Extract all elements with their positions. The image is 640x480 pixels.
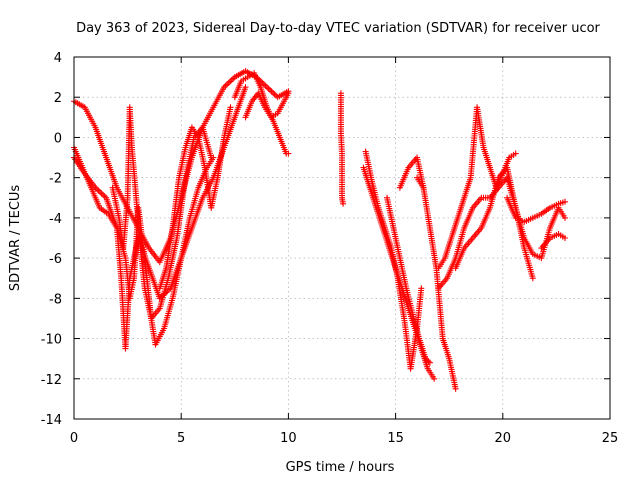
data-point-marker <box>97 189 104 196</box>
series-track-5 <box>156 104 234 292</box>
y-tick-label: -6 <box>49 252 62 267</box>
data-point-marker <box>561 198 568 205</box>
data-point-marker <box>100 191 107 198</box>
data-point-marker <box>225 79 232 86</box>
series-track-14 <box>435 104 519 272</box>
data-point-marker <box>227 104 234 111</box>
data-point-marker <box>267 87 274 94</box>
data-point-marker <box>95 187 102 194</box>
series-track-13 <box>414 174 459 392</box>
data-point-marker <box>452 385 459 392</box>
data-point-marker <box>262 82 269 89</box>
series-track-6 <box>231 70 292 157</box>
data-point-marker <box>265 85 272 92</box>
x-tick-label: 0 <box>70 431 78 446</box>
marks-layer <box>71 68 568 392</box>
series-track-11 <box>384 194 433 366</box>
data-point-marker <box>98 190 105 197</box>
data-point-marker <box>426 359 433 366</box>
data-point-marker <box>268 88 275 95</box>
series-track-18 <box>538 230 568 252</box>
data-point-marker <box>422 355 429 362</box>
y-tick-label: -14 <box>41 413 62 428</box>
data-point-marker <box>285 90 292 97</box>
series-track-16 <box>452 164 568 272</box>
data-point-marker <box>227 78 234 85</box>
data-point-marker <box>242 84 249 91</box>
data-point-marker <box>263 84 270 91</box>
ticks-layer: 0 5 10 15 20 25 -14 -12 -10 -8 -6 -4 -2 0 2 4 <box>41 51 619 446</box>
y-tick-label: -8 <box>49 292 62 307</box>
y-tick-label: -10 <box>41 333 62 348</box>
data-point-marker <box>512 150 519 157</box>
x-tick-label: 15 <box>387 431 404 446</box>
series-track-17 <box>504 194 568 225</box>
data-point-marker <box>424 357 431 364</box>
series-track-4 <box>109 104 215 322</box>
x-tick-label: 5 <box>177 431 185 446</box>
y-tick-label: 4 <box>54 51 62 66</box>
series-track-8 <box>337 90 347 207</box>
chart-title: Day 363 of 2023, Sidereal Day-to-day VTE… <box>76 21 600 36</box>
x-tick-label: 10 <box>280 431 297 446</box>
data-point-marker <box>224 81 231 88</box>
series-track-15 <box>435 174 536 292</box>
data-point-marker <box>208 154 215 161</box>
data-point-marker <box>285 150 292 157</box>
series-track-7 <box>242 90 292 121</box>
x-tick-label: 20 <box>495 431 512 446</box>
data-point-marker <box>425 358 432 365</box>
y-tick-label: -4 <box>49 212 62 227</box>
plot-frame <box>73 56 611 420</box>
series-track-10 <box>360 164 438 382</box>
data-point-marker <box>529 275 536 282</box>
y-tick-label: -12 <box>41 373 62 388</box>
data-point-marker <box>228 76 235 83</box>
y-tick-label: 2 <box>54 91 62 106</box>
y-axis-label: SDTVAR / TECUs <box>8 185 23 292</box>
data-point-marker <box>260 81 267 88</box>
x-tick-label: 25 <box>602 431 619 446</box>
data-point-marker <box>431 375 438 382</box>
data-point-marker <box>561 214 568 221</box>
data-point-marker <box>418 285 425 292</box>
x-axis-label: GPS time / hours <box>286 460 395 475</box>
data-point-marker <box>561 235 568 241</box>
data-point-marker <box>270 89 277 96</box>
y-tick-label: -2 <box>49 172 62 187</box>
data-point-marker <box>340 200 347 207</box>
y-tick-label: 0 <box>54 131 62 146</box>
